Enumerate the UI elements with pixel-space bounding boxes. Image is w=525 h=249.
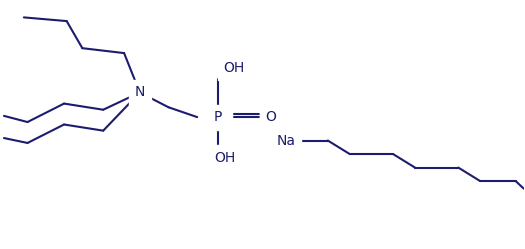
Text: P: P [214,110,222,124]
Text: OH: OH [214,151,236,165]
Text: O: O [265,110,276,124]
Text: OH: OH [223,61,245,75]
Text: Na: Na [277,133,296,147]
Text: N: N [134,85,145,100]
